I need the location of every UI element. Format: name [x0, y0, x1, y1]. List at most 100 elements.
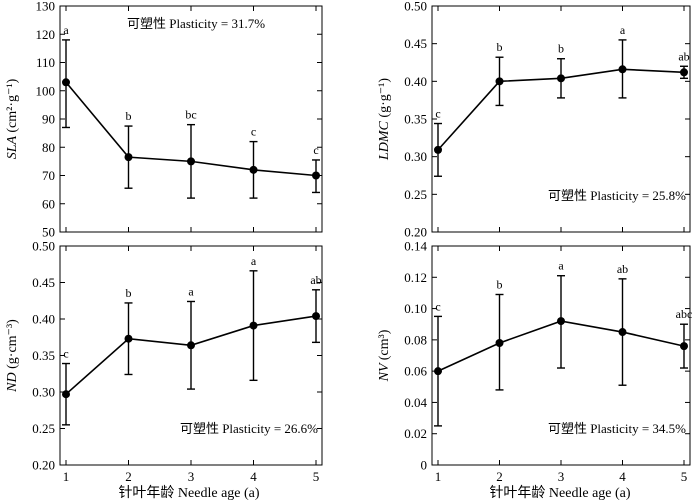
data-point [680, 342, 688, 351]
y-tick-label: 0.20 [404, 225, 427, 240]
significance-letter: a [251, 254, 257, 268]
y-axis-title: LDMC (g·g⁻¹) [377, 78, 392, 161]
significance-letter: a [63, 23, 69, 37]
data-point [62, 390, 70, 399]
x-tick-label: 2 [496, 469, 503, 484]
data-point [680, 68, 688, 77]
y-tick-label: 50 [42, 225, 55, 240]
data-point [249, 321, 258, 330]
panel-nd: 0.20 0.25 0.30 0.35 0.40 0.45 0.50 1 2 3 4 5 ND (g·c… [5, 239, 323, 484]
y-tick-label: 0.35 [32, 348, 55, 363]
y-tick-label: 0.30 [404, 149, 427, 164]
significance-letter: b [497, 277, 503, 291]
x-tick-label: 4 [250, 469, 257, 484]
data-point [618, 65, 627, 74]
data-point [434, 145, 442, 154]
panel-sla: 50 60 70 80 90 100 110 120 130 SLA (cm²·g⁻¹) a b bc c… [5, 0, 323, 240]
y-tick-label: 0.08 [404, 332, 427, 347]
y-tick-label: 0.04 [404, 395, 427, 410]
y-tick-label: 100 [36, 83, 56, 98]
plasticity-annotation: 可塑性 Plasticity = 31.7% [127, 16, 265, 31]
data-point [124, 334, 133, 343]
significance-letter: c [435, 299, 440, 313]
y-axis-title-unit: (g·g⁻¹) [377, 78, 392, 118]
y-axis-title-variable: SLA [5, 133, 20, 160]
y-tick-label: 0.14 [404, 239, 427, 254]
significance-letter: c [435, 107, 440, 121]
x-tick-label: 1 [63, 469, 70, 484]
y-tick-label: 0.45 [32, 275, 55, 290]
y-axis-title-unit: (cm²·g⁻¹) [5, 78, 20, 132]
x-tick-label: 4 [619, 469, 626, 484]
significance-letter: ab [310, 273, 321, 287]
y-tick-label: 110 [36, 55, 55, 70]
y-axis-title-variable: NV [377, 360, 392, 382]
significance-letter: b [558, 42, 564, 56]
panel-ldmc: 0.20 0.25 0.30 0.35 0.40 0.45 0.50 LDMC (g·g⁻¹)… [377, 0, 691, 240]
data-point [187, 341, 195, 350]
plasticity-annotation: 可塑性 Plasticity = 25.8% [548, 188, 686, 203]
y-tick-label: 120 [36, 27, 56, 42]
data-point [312, 171, 320, 180]
data-point [557, 317, 565, 326]
significance-letter: a [558, 259, 564, 273]
x-tick-label: 2 [125, 469, 132, 484]
data-point [557, 74, 565, 83]
significance-letter: c [251, 125, 256, 139]
x-axis-title-left: 针叶年龄 Needle age (a) [118, 485, 259, 501]
significance-letter: ab [678, 49, 689, 63]
x-tick-label: 5 [313, 469, 320, 484]
y-tick-label: 0.50 [404, 0, 427, 14]
significance-letter: abc [676, 307, 693, 321]
data-point [495, 338, 504, 347]
y-tick-label: 0.12 [404, 270, 427, 285]
significance-letter: b [126, 286, 132, 300]
significance-letter: b [126, 109, 132, 123]
y-tick-label: 0.06 [404, 364, 427, 379]
x-axis-title-right: 针叶年龄 Needle age (a) [489, 485, 630, 501]
x-tick-label: 3 [188, 469, 195, 484]
y-axis-title-unit: (g·cm⁻³) [5, 319, 20, 369]
data-point [62, 78, 70, 87]
y-tick-label: 0.02 [404, 426, 427, 441]
data-point [124, 153, 133, 162]
y-tick-label: 0 [421, 458, 428, 473]
y-tick-label: 0.45 [404, 36, 427, 51]
y-axis-title: NV (cm³) [377, 329, 392, 382]
data-point [187, 157, 195, 166]
y-tick-label: 130 [36, 0, 56, 14]
significance-letter: a [620, 23, 626, 37]
y-tick-label: 0.25 [404, 187, 427, 202]
y-axis-title-variable: LDMC [377, 118, 392, 161]
y-tick-label: 70 [42, 168, 55, 183]
y-axis-title: SLA (cm²·g⁻¹) [5, 78, 20, 159]
significance-letter: c [313, 143, 318, 157]
x-tick-label: 3 [558, 469, 565, 484]
y-tick-label: 0.35 [404, 112, 427, 127]
y-axis-title-unit: (cm³) [377, 329, 392, 360]
y-axis-title: ND (g·cm⁻³) [5, 319, 20, 393]
y-tick-label: 80 [42, 140, 55, 155]
y-tick-label: 0.50 [32, 239, 55, 254]
data-point [618, 328, 627, 337]
y-tick-label: 0.25 [32, 421, 55, 436]
y-tick-label: 0.20 [32, 458, 55, 473]
plasticity-annotation: 可塑性 Plasticity = 34.5% [548, 421, 686, 436]
y-axis-title-variable: ND [5, 369, 20, 393]
x-tick-label: 1 [435, 469, 442, 484]
data-point [495, 77, 504, 86]
y-tick-label: 0.40 [32, 312, 55, 327]
significance-letter: b [497, 40, 503, 54]
panel-nv: 0 0.02 0.04 0.06 0.08 0.10 0.12 0.14 1 2 3 4 5 NV (cm… [377, 239, 692, 485]
data-point [434, 367, 442, 376]
y-tick-label: 0.40 [404, 74, 427, 89]
significance-letter: c [63, 347, 68, 361]
y-tick-label: 0.30 [32, 385, 55, 400]
y-tick-label: 60 [42, 196, 55, 211]
y-tick-label: 90 [42, 112, 55, 127]
significance-letter: ab [617, 262, 628, 276]
data-point [312, 312, 320, 321]
significance-letter: a [188, 284, 194, 298]
plasticity-annotation: 可塑性 Plasticity = 26.6% [180, 421, 318, 436]
